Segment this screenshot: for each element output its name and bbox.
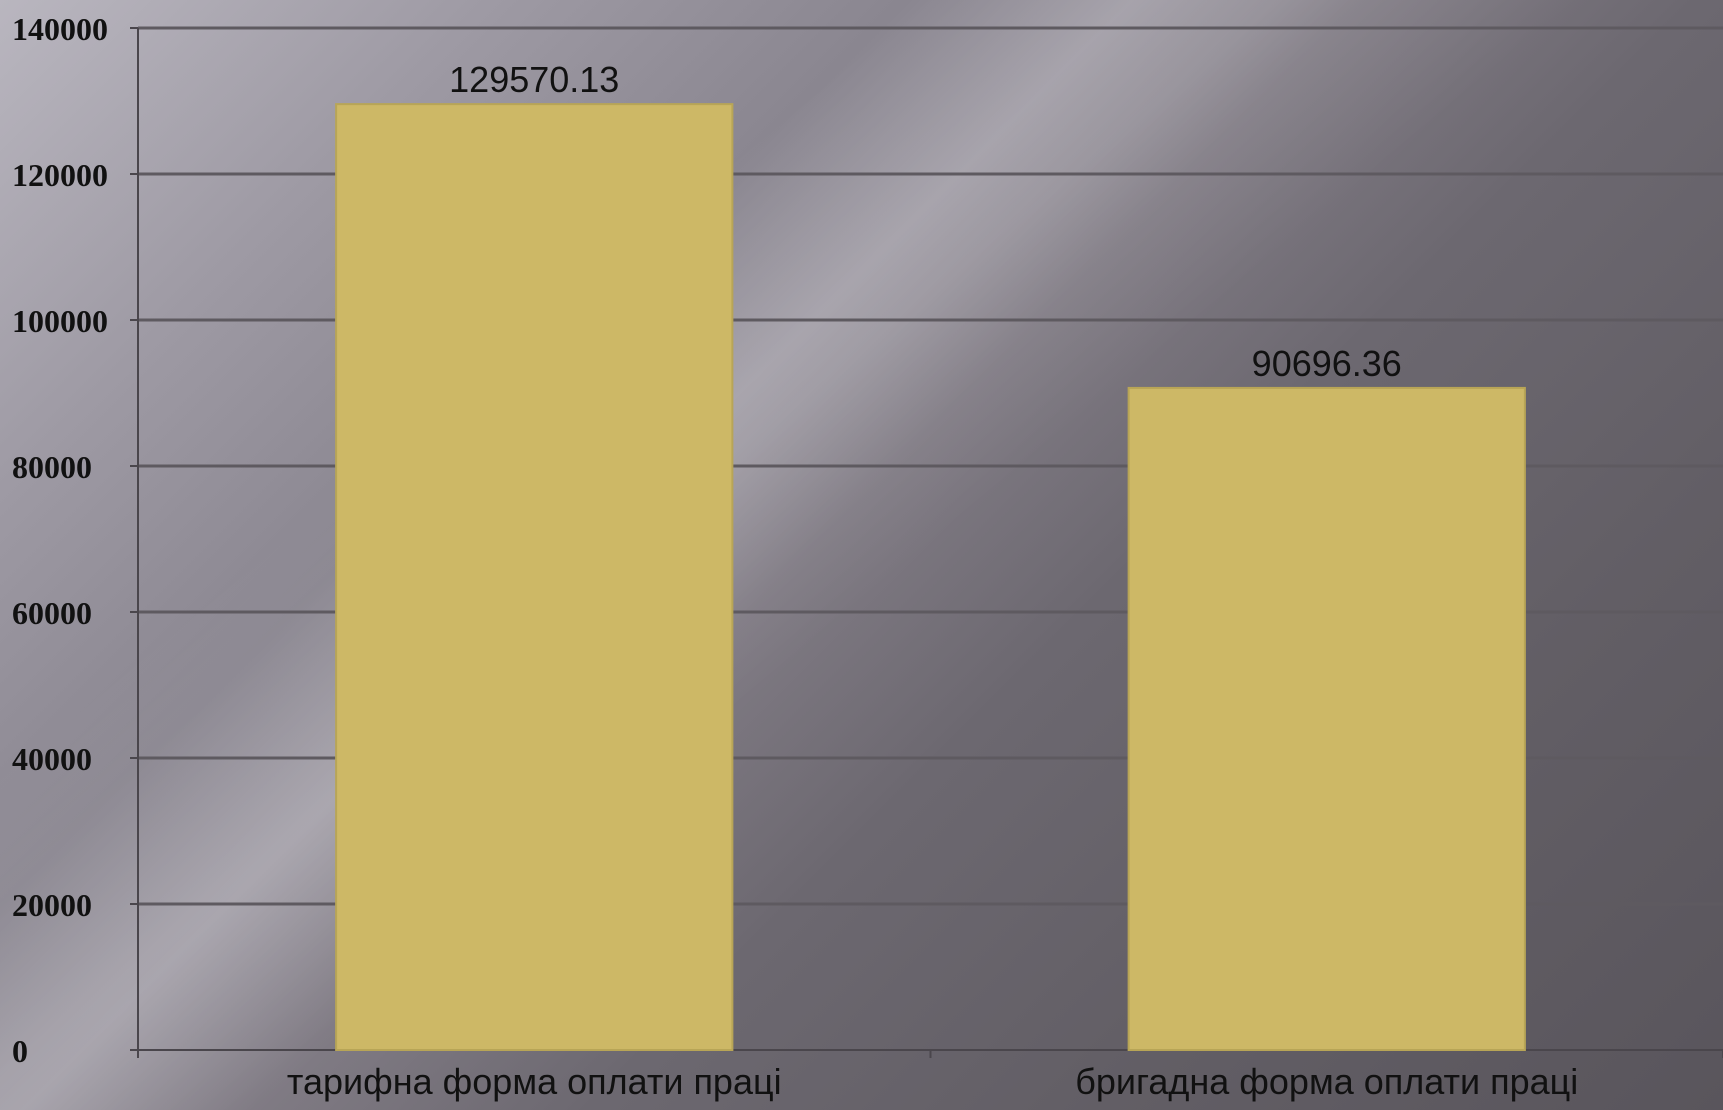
labels: 0 20000 40000 60000 80000 100000 120000 140000 1… [12, 11, 1578, 1102]
y-tick-label: 120000 [12, 157, 108, 193]
bars [335, 103, 1526, 1051]
bar [335, 103, 734, 1051]
y-tick-label: 80000 [12, 449, 92, 485]
x-category-label: тарифна форма оплати праці [287, 1061, 782, 1102]
bar [1127, 386, 1526, 1051]
y-tick-label: 0 [12, 1033, 28, 1069]
x-category-label: бригадна форма оплати праці [1075, 1061, 1578, 1102]
y-tick-label: 100000 [12, 303, 108, 339]
data-label: 129570.13 [449, 59, 619, 100]
y-tick-label: 40000 [12, 741, 92, 777]
y-tick-label: 140000 [12, 11, 108, 47]
data-label: 90696.36 [1252, 343, 1402, 384]
y-tick-label: 60000 [12, 595, 92, 631]
y-tick-label: 20000 [12, 887, 92, 923]
